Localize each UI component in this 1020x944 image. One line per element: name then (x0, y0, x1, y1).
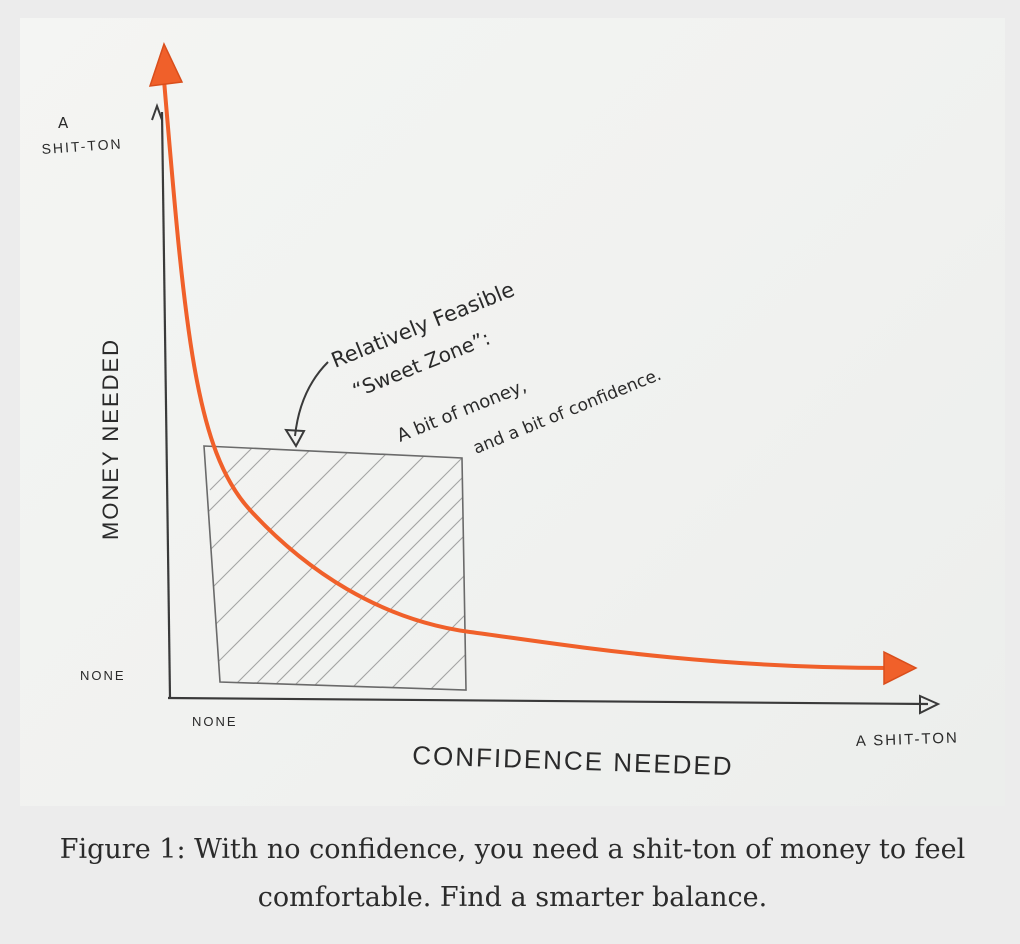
figure-caption: Figure 1: With no confidence, you need a… (20, 826, 1005, 922)
x-axis-line (167, 696, 929, 706)
y-axis-arrowhead (151, 103, 163, 121)
x-axis-label: CONFIDENCE NEEDED (412, 740, 734, 781)
curve-right-arrowhead (883, 650, 918, 686)
y-axis-label: MONEY NEEDED (98, 338, 123, 540)
caption-line1: Figure 1: With no confidence, you need a… (59, 834, 966, 865)
y-top-tick-line1: A (58, 114, 69, 132)
demand-curve (162, 78, 892, 670)
x-right-tick: A SHIT-TON (856, 729, 960, 750)
x-axis-arrowhead (919, 694, 941, 715)
sweet-zone-hatching (204, 446, 466, 690)
sketch-paper (20, 18, 1005, 806)
y-axis-line (160, 111, 172, 699)
caption-line2: comfortable. Find a smarter balance. (257, 882, 768, 913)
sweet-zone-annotation: Relatively Feasible “Sweet Zone”: A bit … (328, 277, 664, 458)
annotation-arrow (284, 361, 329, 448)
curve-top-arrowhead (148, 41, 184, 87)
annotation-line4: and a bit of confidence. (470, 365, 664, 459)
y-bottom-tick: NONE (80, 668, 126, 683)
x-left-tick: NONE (192, 714, 238, 729)
sweet-zone-box (203, 445, 467, 691)
y-top-tick-line2: SHIT-TON (41, 135, 123, 157)
